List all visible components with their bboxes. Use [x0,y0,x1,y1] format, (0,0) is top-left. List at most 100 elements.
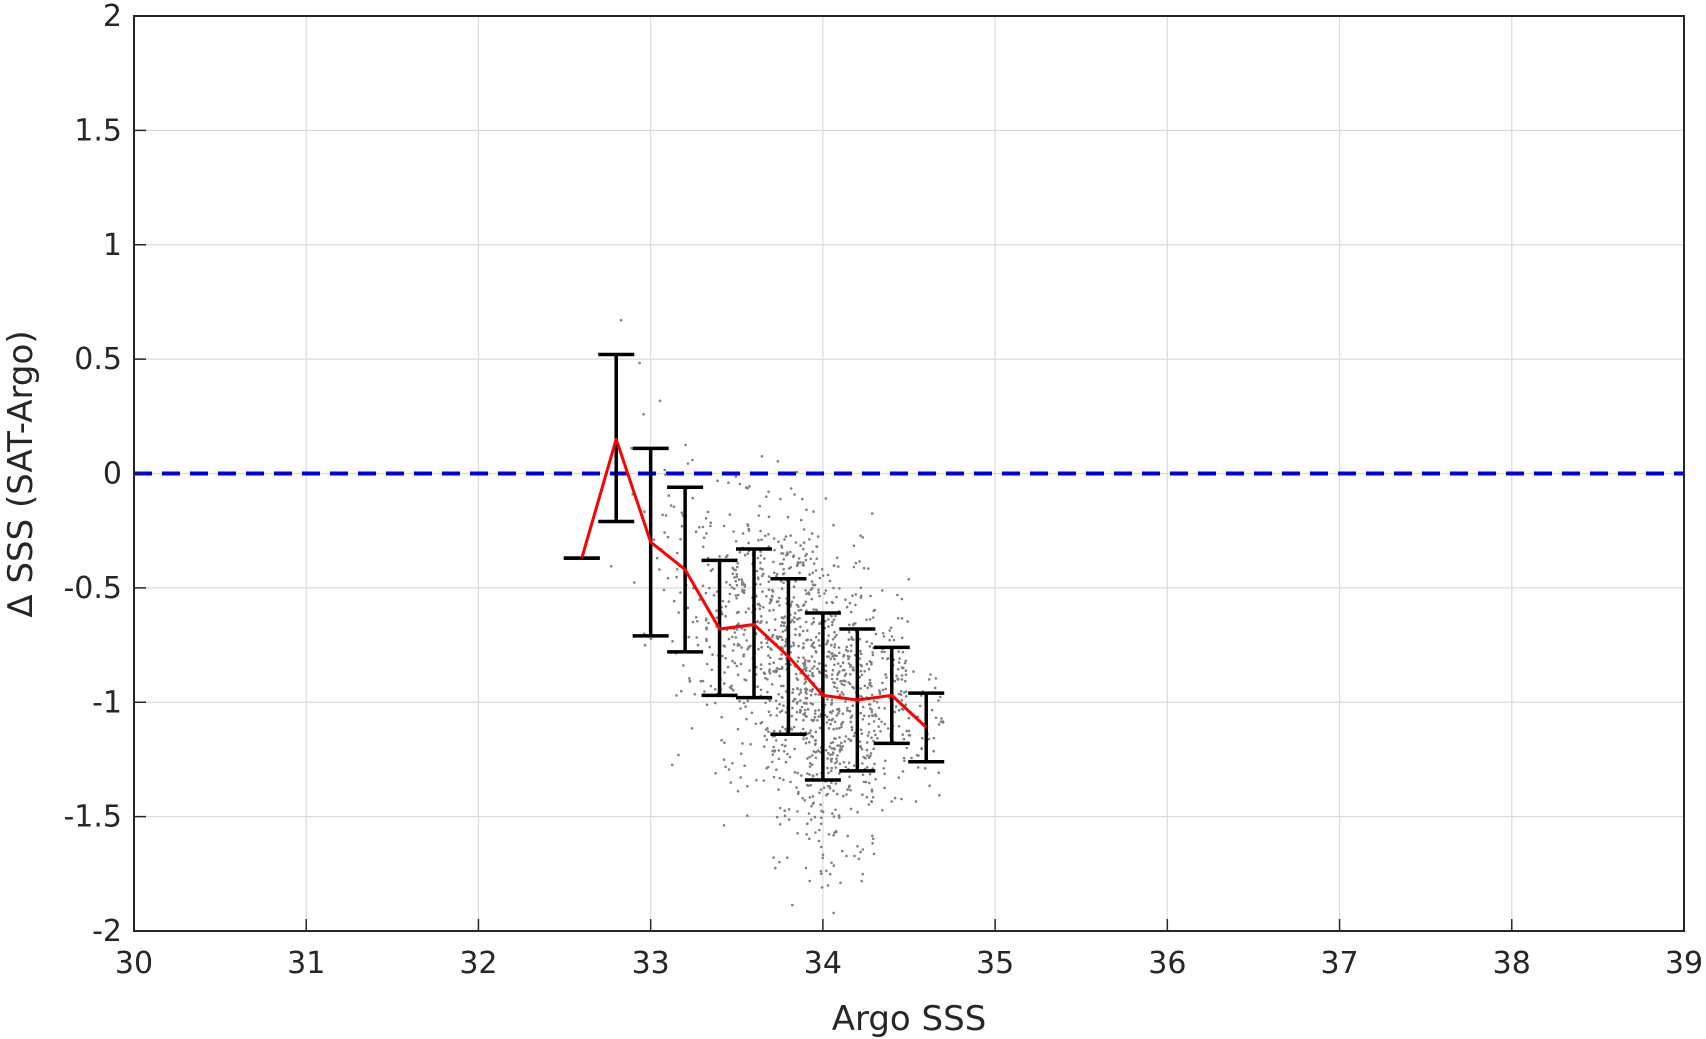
scatter-point [817,715,820,718]
scatter-point [768,601,772,605]
scatter-point [865,662,869,666]
scatter-point [840,723,843,726]
scatter-point [808,573,811,576]
scatter-point [679,538,682,541]
scatter-point [768,670,771,673]
scatter-point [849,716,853,719]
scatter-point [763,557,766,560]
scatter-point [731,762,734,765]
scatter-point [832,833,835,837]
scatter-point [818,791,821,795]
scatter-point [811,795,815,798]
scatter-point [874,733,877,737]
scatter-point [870,662,873,666]
scatter-point [900,678,904,681]
scatter-point [796,660,799,663]
scatter-point [701,545,705,549]
scatter-point [901,708,905,711]
scatter-point [723,741,726,744]
scatter-point [850,726,854,729]
scatter-point [849,738,853,742]
scatter-point [784,629,787,632]
scatter-point [832,815,836,818]
scatter-point [937,723,941,726]
scatter-point [782,704,785,707]
scatter-point [768,609,771,612]
scatter-point [731,659,734,663]
x-axis-label: Argo SSS [832,999,987,1039]
scatter-point [827,618,830,621]
scatter-point [856,845,859,848]
scatter-point [842,679,846,682]
scatter-point [847,638,851,641]
scatter-point [804,658,807,662]
scatter-point [841,661,845,664]
scatter-point [870,693,874,697]
scatter-point [743,553,747,557]
scatter-point [780,743,784,747]
scatter-point [709,569,713,573]
scatter-point [736,642,740,646]
scatter-point [797,656,800,659]
scatter-point [799,625,802,629]
scatter-point [801,629,805,633]
scatter-point [897,708,901,712]
scatter-point [730,586,734,589]
x-tick-label: 35 [976,946,1014,981]
scatter-point [762,572,765,576]
y-tick-label: -1 [92,685,122,720]
scatter-point [765,738,769,742]
scatter-point [825,675,829,678]
scatter-point [766,645,770,649]
scatter-point [831,620,834,624]
scatter-point [872,720,876,723]
scatter-point [703,690,706,693]
scatter-point [829,722,832,726]
scatter-point [816,667,819,670]
scatter-point [784,744,787,748]
scatter-point [842,760,846,764]
scatter-point [787,567,791,570]
scatter-point [820,809,823,813]
scatter-point [696,620,699,623]
scatter-point [772,537,776,540]
scatter-point [848,682,852,686]
scatter-point [839,881,842,885]
scatter-point [802,604,805,607]
scatter-point [760,455,764,458]
scatter-point [784,760,788,764]
scatter-point [932,736,936,740]
scatter-point [830,614,833,618]
scatter-point [859,687,862,690]
scatter-point [696,643,700,647]
scatter-point [902,666,905,670]
scatter-point [818,644,821,647]
scatter-point [767,710,771,713]
scatter-point [724,605,728,608]
scatter-point [848,601,852,605]
scatter-point [890,800,893,803]
scatter-point [738,551,742,554]
scatter-point [808,538,811,541]
scatter-point [759,550,762,553]
scatter-point [775,714,778,717]
scatter-point [848,709,851,713]
scatter-point [868,703,872,706]
scatter-point [829,758,833,761]
scatter-point [791,555,795,558]
scatter-point [827,771,830,775]
scatter-point [817,588,820,592]
scatter-point [736,565,739,569]
scatter-point [897,725,901,728]
scatter-point [785,553,788,557]
scatter-point [819,803,822,806]
scatter-point [825,869,828,873]
scatter-point [833,646,836,649]
scatter-point [780,684,783,688]
scatter-point [781,725,784,729]
scatter-point [720,738,723,742]
scatter-point [802,713,805,716]
scatter-point [843,668,846,672]
scatter-point [736,562,740,565]
scatter-point [691,620,695,624]
